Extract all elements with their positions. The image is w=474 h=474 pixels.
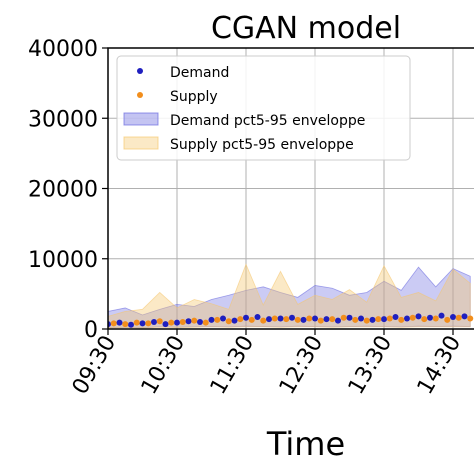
supply-point <box>110 320 117 327</box>
y-tick-label: 30000 <box>28 107 98 132</box>
supply-point <box>421 316 428 323</box>
supply-point <box>294 316 301 323</box>
x-tick-label: 13:30 <box>344 332 397 399</box>
demand-point <box>323 316 330 323</box>
x-tick-label: 12:30 <box>275 332 328 399</box>
demand-point <box>277 315 284 322</box>
demand-point <box>151 318 157 325</box>
y-tick-label: 40000 <box>28 37 98 62</box>
supply-point <box>386 315 393 322</box>
legend-label: Supply pct5-95 enveloppe <box>170 137 354 153</box>
supply-point <box>248 316 255 323</box>
supply-point <box>317 317 324 324</box>
demand-point <box>197 318 203 325</box>
supply-point <box>467 315 474 322</box>
supply-envelope-band <box>108 263 471 329</box>
supply-point <box>306 315 313 322</box>
legend-label: Supply <box>170 89 218 105</box>
y-tick-label: 0 <box>84 318 98 343</box>
demand-point <box>289 314 295 321</box>
demand-point <box>220 315 226 322</box>
demand-point <box>358 315 364 322</box>
supply-point <box>340 314 347 321</box>
supply-point <box>329 316 336 323</box>
legend-swatch <box>123 112 159 126</box>
supply-point <box>283 316 290 323</box>
legend-box <box>116 55 411 161</box>
supply-point <box>271 315 278 322</box>
supply-point <box>133 319 140 326</box>
supply-point <box>214 316 221 323</box>
demand-point <box>404 315 410 322</box>
supply-point <box>432 315 439 322</box>
demand-point <box>266 316 272 323</box>
demand-point <box>139 320 146 327</box>
legend-swatch <box>123 136 159 150</box>
demand-point <box>243 314 249 321</box>
y-axis-ticks: 0 10000 20000 30000 40000 <box>28 37 108 343</box>
demand-point <box>415 313 422 320</box>
demand-point <box>174 319 180 326</box>
x-tick-label: 14:30 <box>413 332 466 399</box>
supply-point <box>398 316 405 323</box>
supply-point <box>260 317 267 324</box>
envelope-bands <box>108 263 471 329</box>
supply-point <box>168 319 175 326</box>
supply-point <box>156 318 163 325</box>
legend-label: Demand pct5-95 enveloppe <box>170 113 365 129</box>
supply-point <box>375 316 382 323</box>
x-tick-label: 10:30 <box>137 332 190 399</box>
x-axis-ticks: 09:30 10:30 11:30 12:30 13:30 14:30 <box>68 329 466 399</box>
supply-point <box>191 317 198 324</box>
legend-label: Demand <box>170 65 229 81</box>
supply-point <box>363 317 370 324</box>
demand-point <box>128 321 134 328</box>
supply-point <box>179 318 186 325</box>
data-points <box>108 312 474 328</box>
demand-point <box>450 314 456 321</box>
legend-marker <box>137 92 143 98</box>
supply-point <box>455 314 462 321</box>
demand-point <box>427 314 433 321</box>
supply-point <box>145 320 152 327</box>
demand-point <box>162 321 169 328</box>
demand-point <box>346 314 353 321</box>
demand-point <box>381 316 387 323</box>
supply-point <box>237 316 244 323</box>
demand-point <box>231 317 238 324</box>
x-tick-label: 11:30 <box>206 332 259 399</box>
demand-point <box>335 317 341 324</box>
demand-point <box>438 312 445 319</box>
demand-point <box>369 316 376 323</box>
demand-point <box>116 319 123 326</box>
x-axis-label: Time <box>266 425 345 463</box>
supply-point <box>409 314 416 321</box>
supply-point <box>225 318 232 325</box>
y-tick-label: 20000 <box>28 178 98 203</box>
legend: Demand Supply Demand pct5-95 enveloppe Supp… <box>116 55 411 161</box>
chart-title: CGAN model <box>211 11 401 46</box>
demand-point <box>185 318 192 325</box>
legend-marker <box>137 68 143 74</box>
demand-point <box>312 315 318 322</box>
supply-point <box>352 316 359 323</box>
supply-point <box>122 321 129 328</box>
supply-point <box>444 316 451 323</box>
demand-point <box>392 314 399 321</box>
demand-point <box>254 314 261 321</box>
demand-point <box>461 313 468 320</box>
x-tick-label: 09:30 <box>68 332 121 399</box>
supply-point <box>202 319 209 326</box>
demand-point <box>300 316 307 323</box>
y-tick-label: 10000 <box>28 248 98 273</box>
demand-point <box>208 316 215 323</box>
